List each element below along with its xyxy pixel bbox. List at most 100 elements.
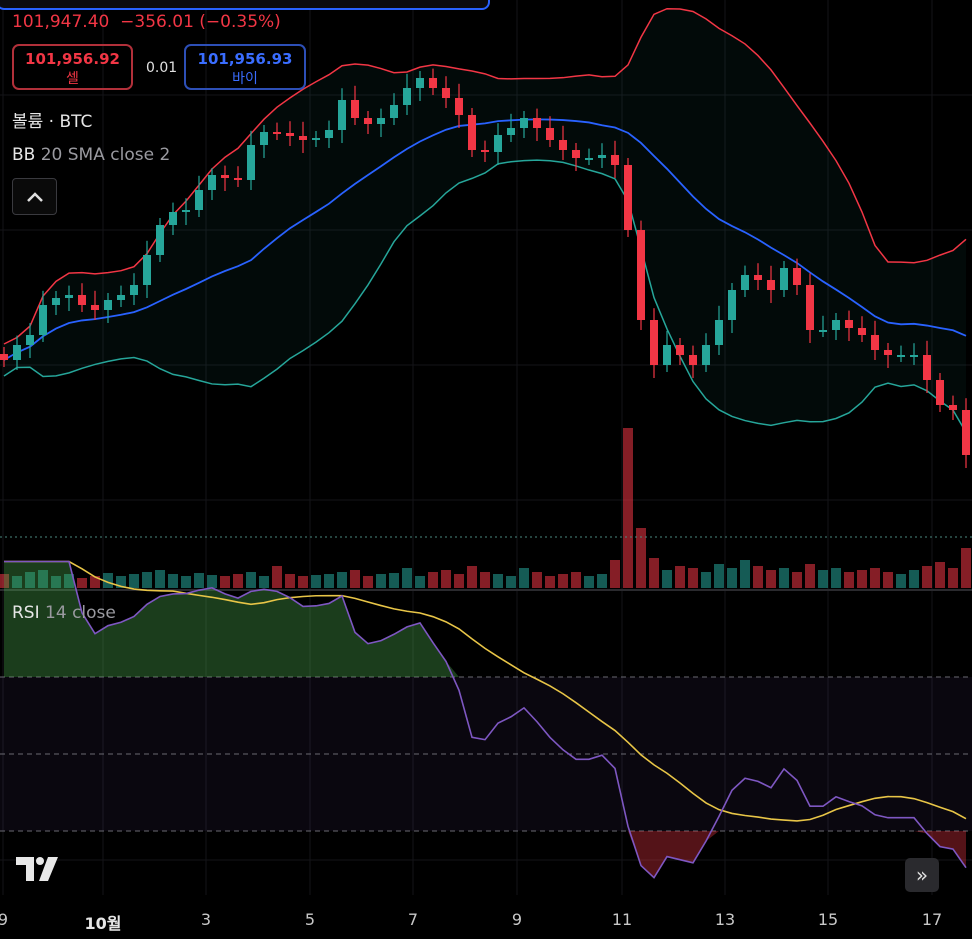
candle bbox=[156, 218, 164, 262]
volume-bar bbox=[467, 566, 477, 588]
candle bbox=[689, 345, 697, 378]
buy-button[interactable]: 101,956.93 바이 bbox=[184, 44, 306, 90]
symbol-search-bar[interactable] bbox=[0, 0, 490, 10]
candle-body bbox=[650, 320, 658, 365]
price-change: −356.01 bbox=[120, 12, 194, 32]
candle-body bbox=[767, 280, 775, 290]
candle bbox=[104, 293, 112, 323]
candle-body bbox=[156, 225, 164, 255]
rsi-oversold-fill bbox=[654, 831, 667, 878]
volume-bar bbox=[753, 566, 763, 588]
rsi-name: RSI bbox=[12, 603, 40, 623]
candle bbox=[429, 68, 437, 95]
x-tick: 5 bbox=[304, 910, 316, 929]
x-tick: 9 bbox=[511, 910, 523, 929]
rsi-overbought-fill bbox=[277, 591, 290, 677]
volume-bar bbox=[298, 576, 308, 588]
candle bbox=[767, 265, 775, 303]
candle-body bbox=[182, 210, 190, 212]
candle-body bbox=[780, 268, 788, 290]
candle bbox=[663, 330, 671, 372]
candle-body bbox=[533, 118, 541, 128]
volume-bar bbox=[857, 570, 867, 588]
rsi-overbought-fill bbox=[147, 596, 160, 677]
volume-bar bbox=[480, 572, 490, 588]
volume-bar bbox=[948, 568, 958, 588]
candle-body bbox=[585, 158, 593, 160]
volume-bar bbox=[558, 574, 568, 588]
double-chevron-right-icon: » bbox=[915, 863, 929, 887]
rsi-legend[interactable]: RSI 14 close bbox=[12, 603, 116, 623]
candle-body bbox=[754, 275, 762, 280]
scroll-to-realtime-button[interactable]: » bbox=[905, 858, 939, 892]
candle bbox=[546, 116, 554, 147]
volume-bar bbox=[571, 572, 581, 588]
last-price: 101,947.40 bbox=[12, 12, 110, 32]
candle-body bbox=[13, 345, 21, 360]
candle bbox=[234, 166, 242, 187]
volume-bar bbox=[129, 574, 139, 588]
volume-bar bbox=[207, 575, 217, 588]
candle bbox=[507, 113, 515, 142]
volume-bar bbox=[337, 572, 347, 588]
rsi-overbought-fill bbox=[56, 561, 69, 677]
candle bbox=[897, 345, 905, 362]
candle-body bbox=[793, 268, 801, 285]
candle bbox=[585, 148, 593, 165]
candle-body bbox=[169, 212, 177, 225]
volume-bar bbox=[623, 428, 633, 588]
bb-legend[interactable]: BB 20 SMA close 2 bbox=[12, 145, 170, 165]
candle bbox=[845, 310, 853, 341]
candle bbox=[117, 285, 125, 307]
volume-bar bbox=[805, 564, 815, 588]
bb-basis-line bbox=[3, 118, 967, 361]
volume-bar bbox=[584, 576, 594, 588]
sell-button[interactable]: 101,956.92 셀 bbox=[12, 44, 133, 90]
candle-body bbox=[819, 330, 827, 332]
candle-body bbox=[637, 230, 645, 320]
candle-body bbox=[897, 355, 905, 357]
candle bbox=[390, 93, 398, 125]
rsi-overbought-fill bbox=[160, 593, 173, 677]
candle-body bbox=[143, 255, 151, 285]
volume-legend[interactable]: 볼륨 · BTC bbox=[12, 112, 93, 132]
rsi-oversold-fill bbox=[667, 831, 680, 860]
volume-bar bbox=[194, 573, 204, 588]
candle bbox=[923, 340, 931, 393]
rsi-overbought-fill bbox=[225, 593, 238, 677]
volume-bar bbox=[415, 576, 425, 588]
volume-bar bbox=[77, 578, 87, 588]
rsi-overbought-fill bbox=[30, 561, 43, 677]
x-tick: 13 bbox=[714, 910, 736, 929]
candle bbox=[416, 71, 424, 101]
volume-bar bbox=[675, 566, 685, 588]
rsi-pane bbox=[0, 560, 972, 879]
candle-body bbox=[611, 155, 619, 165]
candle bbox=[741, 265, 749, 297]
candle-body bbox=[936, 380, 944, 405]
candle bbox=[780, 261, 788, 297]
volume-bar bbox=[818, 570, 828, 588]
candle bbox=[533, 108, 541, 141]
candle-body bbox=[78, 295, 86, 305]
candle bbox=[598, 143, 606, 168]
rsi-overbought-fill bbox=[368, 640, 381, 677]
rsi-overbought-fill bbox=[329, 595, 342, 677]
collapse-legend-button[interactable] bbox=[12, 178, 57, 215]
volume-bar bbox=[181, 576, 191, 588]
rsi-overbought-fill bbox=[186, 590, 199, 677]
candle-body bbox=[572, 150, 580, 158]
tradingview-logo[interactable] bbox=[16, 849, 62, 885]
candle-body bbox=[910, 355, 918, 357]
sell-label: 셀 bbox=[66, 71, 79, 87]
bb-lower-line bbox=[3, 159, 967, 433]
rsi-overbought-fill bbox=[199, 587, 212, 677]
rsi-oversold-fill bbox=[914, 831, 927, 834]
candle-body bbox=[26, 335, 34, 345]
rsi-overbought-fill bbox=[420, 622, 433, 677]
candle-body bbox=[494, 135, 502, 152]
volume-bar bbox=[792, 572, 802, 588]
volume-bar bbox=[246, 572, 256, 588]
candle-body bbox=[728, 290, 736, 320]
